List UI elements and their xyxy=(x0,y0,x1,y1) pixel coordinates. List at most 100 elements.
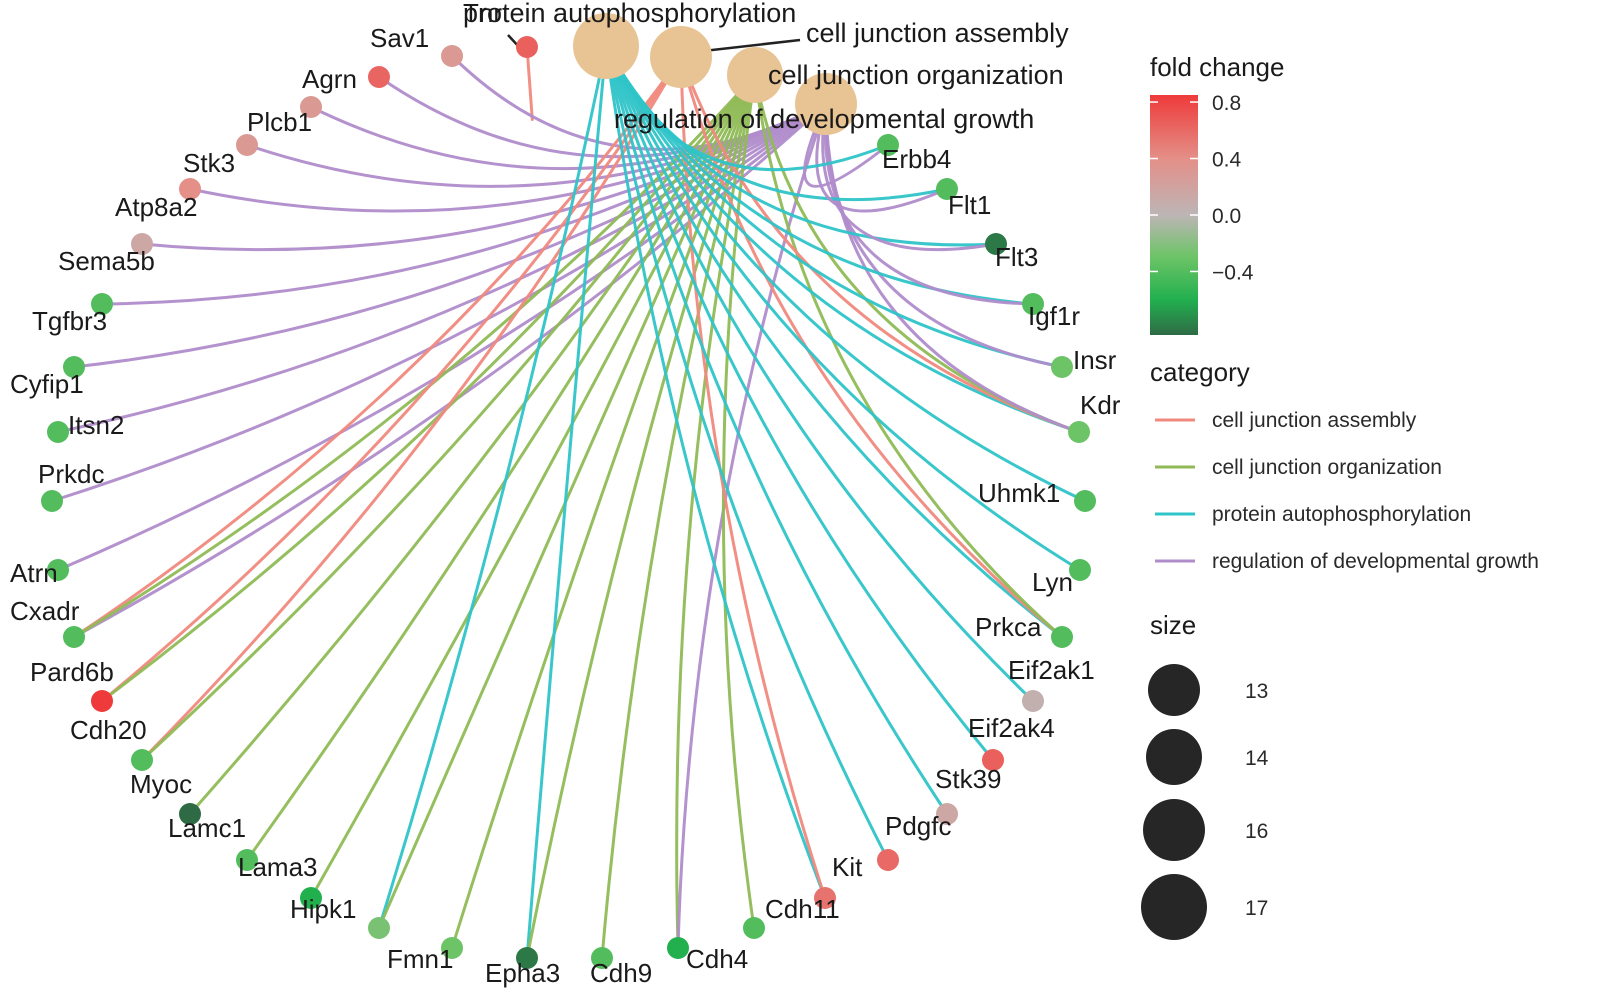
category-legend-label: cell junction assembly xyxy=(1212,409,1417,432)
gene-label-eif2ak1: Eif2ak1 xyxy=(1008,655,1095,685)
fold-change-legend-title: fold change xyxy=(1150,52,1284,82)
gene-label-cdh11: Cdh11 xyxy=(765,894,840,924)
gene-node-pdgfc xyxy=(877,849,899,871)
category-node-layer xyxy=(573,13,857,135)
gene-node-cdh4 xyxy=(667,937,689,959)
gene-label-lyn: Lyn xyxy=(1032,567,1073,597)
edge-uhmk1-pa xyxy=(604,45,1086,503)
fold-change-ticks: 0.8 0.4 0.0 −0.4 xyxy=(1150,92,1254,284)
category-legend-label: regulation of developmental growth xyxy=(1212,550,1539,573)
edge-flt1-pa xyxy=(604,45,948,202)
gene-node-itsn2 xyxy=(47,421,69,443)
gene-label-uhmk1: Uhmk1 xyxy=(978,478,1060,508)
gene-node-lyn xyxy=(1069,559,1091,581)
edge-erbb4-rdg xyxy=(803,103,889,188)
gene-label-hipk1: Hipk1 xyxy=(290,894,356,924)
edge-hipk1-pa xyxy=(377,45,608,929)
edge-cdh9-cjo xyxy=(600,74,757,959)
gene-node-prkdc xyxy=(41,490,63,512)
gene-label-prkdc: Prkdc xyxy=(38,459,104,489)
edge-pard6b-cja xyxy=(101,56,683,703)
size-legend-dot xyxy=(1146,729,1202,785)
gene-label-flt3: Flt3 xyxy=(995,242,1038,272)
gene-label-agrn: Agrn xyxy=(302,64,357,94)
gene-label-kdr: Kdr xyxy=(1080,390,1121,420)
edge-stk39-pa xyxy=(604,45,949,815)
gene-label-prkca: Prkca xyxy=(975,612,1042,642)
size-legend-label: 16 xyxy=(1245,820,1268,843)
gene-node-eif2ak1 xyxy=(1022,690,1044,712)
edge-eif2ak4-pa xyxy=(604,45,995,761)
gene-node-myoc xyxy=(179,803,201,825)
gene-node-stk39 xyxy=(936,803,958,825)
gene-node-uhmk1 xyxy=(1074,490,1096,512)
gene-node-flt1 xyxy=(936,178,958,200)
gene-label-kit: Kit xyxy=(832,852,863,882)
category-label-rdg: regulation of developmental growth xyxy=(614,104,1034,134)
gene-label-sav1: Sav1 xyxy=(370,23,429,53)
gene-node-igf1r xyxy=(1022,293,1044,315)
category-node-rdg xyxy=(795,73,857,135)
category-node-cjo xyxy=(727,47,783,103)
edge-prkca-cja xyxy=(679,56,1063,639)
size-legend-label: 17 xyxy=(1245,897,1268,920)
gene-node-prkca xyxy=(1051,626,1073,648)
gene-label-cdh20: Cdh20 xyxy=(70,715,147,745)
category-label-pa: protein autophosphorylation xyxy=(463,0,796,28)
gene-label-tnr: Tnr xyxy=(463,0,502,28)
category-node-cja xyxy=(650,26,712,88)
gene-node-erbb4 xyxy=(877,134,899,156)
size-legend-label: 14 xyxy=(1245,747,1269,770)
fold-change-tick-label: 0.4 xyxy=(1212,149,1242,172)
edge-kdr-cja xyxy=(679,56,1080,434)
gene-label-stk39: Stk39 xyxy=(935,764,1002,794)
edge-cdh4-rdg xyxy=(676,103,828,949)
size-legend-items: 13 14 16 17 xyxy=(1141,664,1269,940)
gene-node-sema5b xyxy=(131,233,153,255)
edge-pdgfc-pa xyxy=(604,45,890,861)
gene-label-pard6b: Pard6b xyxy=(30,657,114,687)
edge-cdh11-cjo xyxy=(721,74,757,929)
size-legend-dot xyxy=(1143,799,1205,861)
size-legend-dot xyxy=(1141,874,1207,940)
gene-node-tnr xyxy=(516,36,538,58)
edge-fmn1-cjo xyxy=(450,74,757,949)
size-legend-label: 13 xyxy=(1245,680,1268,703)
edge-cxadr-cja xyxy=(73,56,683,639)
gene-label-sema5b: Sema5b xyxy=(58,246,155,276)
category-legend-items: cell junction assembly cell junction orga… xyxy=(1155,409,1539,573)
category-legend-title: category xyxy=(1150,357,1250,387)
edge-tnr-tnr xyxy=(525,46,534,121)
gene-label-cdh4: Cdh4 xyxy=(686,944,748,974)
category-label-cja: cell junction assembly xyxy=(806,18,1069,48)
gene-label-atp8a2: Atp8a2 xyxy=(115,192,197,222)
category-node-pa xyxy=(573,13,639,79)
edge-epha3-pa xyxy=(525,45,608,959)
gene-node-cdh9 xyxy=(591,947,613,969)
edge-kit-pa xyxy=(604,45,827,899)
edge-prkca-cjo xyxy=(753,74,1063,639)
gene-label-eif2ak4: Eif2ak4 xyxy=(968,713,1055,743)
edge-prkca-pa xyxy=(604,45,1063,639)
edge-eif2ak1-pa xyxy=(604,45,1035,703)
category-legend-label: cell junction organization xyxy=(1212,456,1442,479)
gene-node-lamc1 xyxy=(236,849,258,871)
gene-label-insr: Insr xyxy=(1073,345,1117,375)
gene-label-lama3: Lama3 xyxy=(238,852,318,882)
gene-label-pdgfc: Pdgfc xyxy=(885,811,952,841)
edge-cdh20-cja xyxy=(140,56,683,762)
gene-node-stk3 xyxy=(236,134,258,156)
gene-label-plcb1: Plcb1 xyxy=(247,107,312,137)
gene-label-cdh9: Cdh9 xyxy=(590,958,652,988)
edge-igf1r-rdg xyxy=(823,103,1034,306)
gene-label-erbb4: Erbb4 xyxy=(882,144,951,174)
gene-node-cdh11 xyxy=(743,917,765,939)
gene-label-itsn2: Itsn2 xyxy=(68,410,124,440)
gene-node-flt3 xyxy=(985,233,1007,255)
gene-node-cyfip1 xyxy=(63,356,85,378)
gene-node-plcb1 xyxy=(300,96,322,118)
gene-node-epha3 xyxy=(516,947,538,969)
gene-label-igf1r: Igf1r xyxy=(1028,301,1080,331)
